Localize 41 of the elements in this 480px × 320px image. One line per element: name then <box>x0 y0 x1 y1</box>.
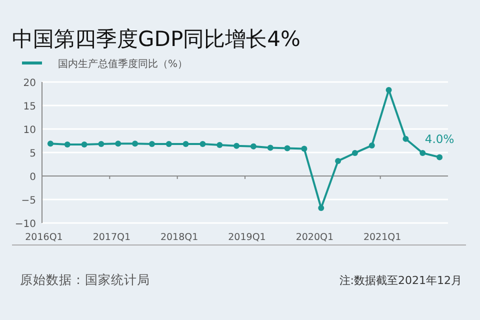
point <box>250 143 256 150</box>
point <box>98 141 104 148</box>
point <box>47 140 54 147</box>
y-tick-label: −10 <box>14 219 36 230</box>
point <box>352 150 358 156</box>
point <box>386 86 392 93</box>
text: 原始数据：国家统计局 <box>20 272 150 287</box>
x-tick-label: 2021Q1 <box>363 232 402 243</box>
point <box>64 142 70 148</box>
point <box>200 141 206 148</box>
point <box>216 142 223 148</box>
point <box>301 146 308 152</box>
y-tick-label: 20 <box>23 78 36 89</box>
x-tick-label: 2018Q1 <box>160 232 198 243</box>
text: 注:数据截至2021年12月 <box>339 274 462 287</box>
point <box>115 140 122 147</box>
point <box>402 136 409 142</box>
point <box>420 150 426 156</box>
x-tick-label: 2016Q1 <box>25 232 63 243</box>
point <box>436 154 443 160</box>
point <box>132 140 138 147</box>
point <box>267 144 274 151</box>
y-tick-label: 10 <box>23 125 36 136</box>
point <box>234 142 240 149</box>
legend-label: 国内生产总值季度同比（%） <box>58 58 188 70</box>
point <box>335 158 342 164</box>
data-label: 4.0% <box>424 132 454 146</box>
x-tick-label: 2017Q1 <box>92 232 131 243</box>
chart-title: 中国第四季度GDP同比增长4% <box>12 27 300 51</box>
x-tick-label: 2020Q1 <box>296 232 334 243</box>
y-tick-label: 15 <box>23 102 36 112</box>
point <box>368 142 375 148</box>
point <box>166 141 172 148</box>
point <box>81 142 88 148</box>
y-tick-label: −5 <box>21 196 36 206</box>
point <box>182 141 189 148</box>
y-tick-label: 5 <box>30 148 36 160</box>
point <box>284 145 290 152</box>
y-tick-label: 0 <box>30 172 36 183</box>
point <box>148 141 155 148</box>
x-tick-label: 2019Q1 <box>228 232 266 243</box>
